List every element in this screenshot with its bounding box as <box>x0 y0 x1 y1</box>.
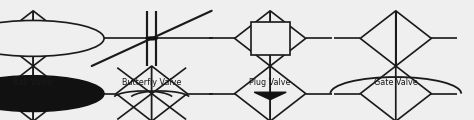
Circle shape <box>146 37 157 40</box>
Ellipse shape <box>0 76 104 112</box>
Polygon shape <box>235 11 270 66</box>
Polygon shape <box>33 66 69 120</box>
Polygon shape <box>396 66 431 120</box>
Polygon shape <box>270 11 306 66</box>
Polygon shape <box>360 66 396 120</box>
Text: Plug Valve: Plug Valve <box>249 78 291 87</box>
Polygon shape <box>0 11 33 66</box>
Text: Butterfly Valve: Butterfly Valve <box>122 78 182 87</box>
Bar <box>251 22 290 55</box>
Circle shape <box>0 20 104 56</box>
Polygon shape <box>33 11 69 66</box>
Text: Gate Valve: Gate Valve <box>374 78 418 87</box>
Polygon shape <box>152 66 187 120</box>
Text: Ball Valve: Ball Valve <box>13 78 53 87</box>
Polygon shape <box>254 92 286 100</box>
Polygon shape <box>270 66 306 120</box>
Polygon shape <box>360 11 396 66</box>
Polygon shape <box>235 66 270 120</box>
Polygon shape <box>0 66 33 120</box>
Polygon shape <box>116 66 152 120</box>
Polygon shape <box>396 11 431 66</box>
